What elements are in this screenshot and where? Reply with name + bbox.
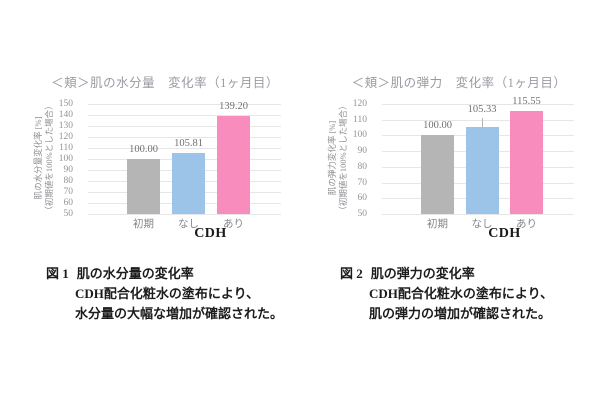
category-label: なし bbox=[471, 219, 493, 230]
category-label: なし bbox=[178, 219, 199, 230]
y-tick-label: 110 bbox=[59, 143, 73, 153]
moisture-plot-area: 100.00 初期 105.81 なし 139.20 あり bbox=[88, 101, 281, 230]
y-tick-label: 70 bbox=[357, 177, 368, 188]
gridline bbox=[88, 115, 281, 116]
figure2-caption-line3: 肌の弾力の増加が確認された。 bbox=[369, 306, 552, 321]
bar-初期: 100.00 初期 bbox=[127, 144, 160, 230]
y-tick-label: 120 bbox=[352, 99, 367, 109]
moisture-y-axis-ticks: 150 140 130 120 110 100 90 80 70 60 50 bbox=[36, 99, 76, 219]
bar-あり: 139.20 あり bbox=[217, 101, 250, 230]
bar-なし: 105.81 なし bbox=[172, 138, 205, 230]
elasticity-chart-title: ＜頬＞肌の弾力 変化率（1ヶ月目） bbox=[351, 76, 567, 90]
bar-なし: 105.33 なし bbox=[465, 104, 499, 230]
elasticity-y-axis-ticks: 120 110 100 90 80 70 60 50 bbox=[330, 99, 370, 219]
gridline bbox=[382, 214, 574, 215]
category-label: あり bbox=[516, 219, 537, 230]
value-label: 115.55 bbox=[512, 96, 541, 107]
value-label: 100.00 bbox=[129, 144, 158, 155]
category-label: 初期 bbox=[427, 219, 448, 230]
y-tick-label: 100 bbox=[58, 154, 73, 164]
gridline bbox=[88, 148, 281, 149]
figure1-title: 肌の水分量の変化率 bbox=[76, 266, 194, 281]
y-tick-label: 70 bbox=[63, 187, 74, 197]
figure1-caption-line3: 水分量の大幅な増加が確認された。 bbox=[75, 306, 284, 321]
figure2-label: 図 2 bbox=[340, 266, 363, 281]
y-tick-label: 90 bbox=[357, 146, 368, 157]
bar-あり: 115.55 あり bbox=[510, 96, 543, 230]
y-tick-label: 80 bbox=[63, 176, 74, 186]
value-label: 105.81 bbox=[174, 137, 203, 149]
value-label: 139.20 bbox=[219, 100, 248, 112]
y-tick-label: 90 bbox=[63, 165, 74, 175]
label-leader-line bbox=[482, 118, 483, 128]
y-tick-label: 120 bbox=[58, 132, 73, 142]
moisture-cdh-group-label: CDH bbox=[194, 226, 227, 241]
gridline bbox=[88, 214, 281, 215]
gridline bbox=[88, 104, 281, 105]
gridline bbox=[88, 126, 281, 127]
figure1-caption-line1: 図 1 肌の水分量の変化率 bbox=[46, 264, 283, 284]
y-tick-label: 80 bbox=[357, 161, 368, 172]
elasticity-plot-area: 100.00 初期 105.33 なし 115.55 あり bbox=[382, 96, 574, 230]
figure1-label: 図 1 bbox=[46, 266, 69, 281]
category-label: あり bbox=[223, 219, 244, 230]
gridline bbox=[88, 137, 281, 138]
figure2-caption-line2: CDH配合化粧水の塗布により、 bbox=[369, 286, 554, 301]
figure2-caption: 図 2 肌の弾力の変化率 CDH配合化粧水の塗布により、 肌の弾力の増加が確認され… bbox=[340, 264, 553, 324]
y-tick-label: 150 bbox=[58, 99, 73, 109]
bars-group: 100.00 初期 105.33 なし 115.55 あり bbox=[382, 96, 574, 230]
y-tick-label: 50 bbox=[357, 209, 368, 219]
y-tick-label: 50 bbox=[63, 209, 74, 219]
figure2-title: 肌の弾力の変化率 bbox=[370, 266, 475, 281]
moisture-chart: ＜頬＞肌の水分量 変化率（1ヶ月目） 肌の水分量変化率 [%] （初期値を100… bbox=[33, 66, 294, 251]
figure1-caption-line2: CDH配合化粧水の塗布により、 bbox=[75, 286, 260, 301]
y-tick-label: 130 bbox=[58, 121, 73, 131]
bars-group: 100.00 初期 105.81 なし 139.20 あり bbox=[88, 101, 281, 230]
category-label: 初期 bbox=[133, 219, 154, 230]
value-label: 100.00 bbox=[423, 120, 452, 132]
figure2-caption-line1: 図 2 肌の弾力の変化率 bbox=[340, 264, 553, 284]
gridline bbox=[382, 119, 574, 121]
bar-初期: 100.00 初期 bbox=[421, 120, 454, 230]
elasticity-cdh-group-label: CDH bbox=[488, 226, 521, 241]
y-tick-label: 60 bbox=[357, 193, 368, 204]
y-tick-label: 140 bbox=[58, 110, 73, 120]
gridline bbox=[382, 104, 574, 105]
value-label: 105.33 bbox=[467, 104, 497, 116]
y-tick-label: 110 bbox=[353, 114, 367, 125]
y-tick-label: 100 bbox=[352, 130, 367, 141]
figure1-caption: 図 1 肌の水分量の変化率 CDH配合化粧水の塗布により、 水分量の大幅な増加が確… bbox=[46, 264, 283, 324]
elasticity-chart: ＜頬＞肌の弾力 変化率（1ヶ月目） 肌の弾力変化率 [%] （初期値を100%と… bbox=[327, 66, 588, 251]
moisture-chart-title: ＜頬＞肌の水分量 変化率（1ヶ月目） bbox=[51, 76, 279, 90]
y-tick-label: 60 bbox=[63, 198, 74, 208]
